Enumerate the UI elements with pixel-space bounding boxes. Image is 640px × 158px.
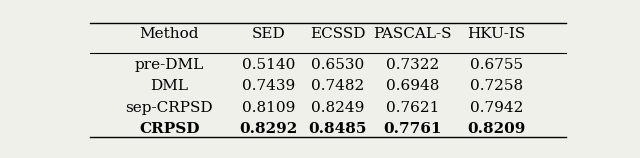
Text: ECSSD: ECSSD	[310, 27, 365, 41]
Text: 0.6755: 0.6755	[470, 58, 524, 72]
Text: 0.7942: 0.7942	[470, 101, 524, 115]
Text: sep-CRPSD: sep-CRPSD	[125, 101, 213, 115]
Text: 0.5140: 0.5140	[242, 58, 295, 72]
Text: 0.7761: 0.7761	[383, 122, 442, 136]
Text: 0.8109: 0.8109	[242, 101, 295, 115]
Text: 0.7258: 0.7258	[470, 79, 524, 94]
Text: SED: SED	[252, 27, 285, 41]
Text: 0.7322: 0.7322	[386, 58, 439, 72]
Text: HKU-IS: HKU-IS	[467, 27, 526, 41]
Text: 0.7621: 0.7621	[386, 101, 439, 115]
Text: PASCAL-S: PASCAL-S	[373, 27, 452, 41]
Text: 0.6948: 0.6948	[386, 79, 439, 94]
Text: DML: DML	[150, 79, 188, 94]
Text: 0.8249: 0.8249	[311, 101, 365, 115]
Text: 0.6530: 0.6530	[311, 58, 365, 72]
Text: 0.8209: 0.8209	[467, 122, 526, 136]
Text: CRPSD: CRPSD	[139, 122, 200, 136]
Text: 0.8292: 0.8292	[239, 122, 298, 136]
Text: pre-DML: pre-DML	[134, 58, 204, 72]
Text: 0.7482: 0.7482	[311, 79, 365, 94]
Text: Method: Method	[140, 27, 199, 41]
Text: 0.8485: 0.8485	[308, 122, 367, 136]
Text: 0.7439: 0.7439	[242, 79, 295, 94]
